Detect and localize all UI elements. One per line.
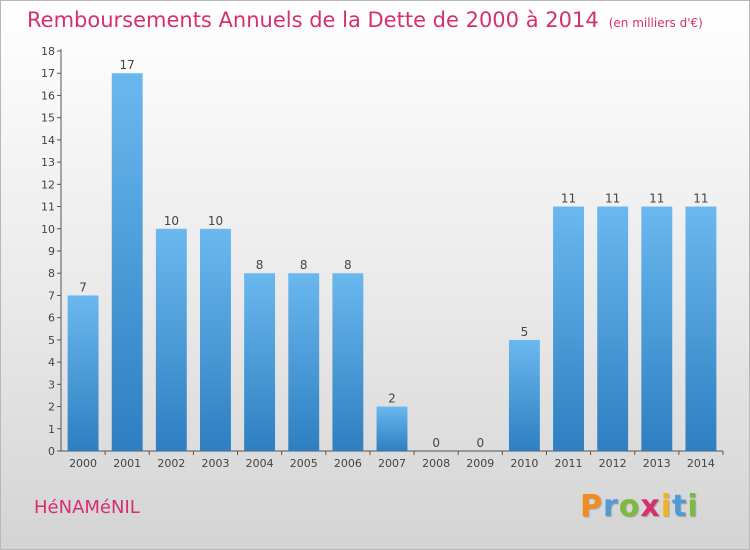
y-tick-label: 2 — [48, 401, 55, 414]
logo-letter: P — [580, 489, 603, 524]
bar — [288, 273, 320, 451]
y-tick-label: 7 — [48, 289, 55, 302]
logo-letter: o — [618, 489, 641, 524]
bar-value-label: 8 — [344, 258, 352, 272]
x-tick-label: 2010 — [510, 457, 538, 470]
bar-value-label: 10 — [208, 214, 223, 228]
bar — [200, 228, 231, 451]
y-tick-label: 18 — [41, 45, 55, 58]
bar-value-label: 11 — [693, 192, 708, 206]
bar — [641, 206, 673, 451]
x-tick-label: 2011 — [555, 457, 583, 470]
y-tick-label: 13 — [41, 156, 55, 169]
logo-letter: i — [660, 489, 673, 524]
bar-value-label: 11 — [605, 192, 620, 206]
logo-letter: r — [603, 489, 619, 524]
bar-value-label: 8 — [300, 258, 308, 272]
bar — [332, 273, 364, 451]
bar — [553, 206, 584, 451]
bar-value-label: 10 — [164, 214, 179, 228]
bar-value-label: 11 — [649, 192, 664, 206]
y-tick-label: 9 — [48, 245, 55, 258]
y-tick-label: 5 — [48, 334, 55, 347]
y-tick-label: 16 — [41, 89, 55, 102]
y-tick-label: 4 — [48, 356, 55, 369]
bar — [376, 406, 408, 451]
x-tick-label: 2005 — [290, 457, 318, 470]
bar — [244, 273, 276, 451]
y-tick-label: 14 — [41, 134, 55, 147]
bar-value-label: 11 — [561, 192, 576, 206]
bar-value-label: 0 — [432, 436, 440, 450]
bar — [155, 228, 187, 451]
logo-letter: x — [640, 489, 661, 524]
bar-value-label: 17 — [120, 58, 135, 72]
y-tick-label: 12 — [41, 178, 55, 191]
x-tick-label: 2013 — [643, 457, 671, 470]
proxiti-logo: Proxiti — [580, 489, 699, 524]
y-tick-label: 10 — [41, 223, 55, 236]
y-tick-label: 8 — [48, 267, 55, 280]
y-tick-label: 3 — [48, 378, 55, 391]
bar-value-label: 7 — [79, 280, 87, 294]
commune-name: HéNAMéNIL — [34, 497, 140, 518]
chart-unit-label: (en milliers d'€) — [608, 16, 703, 30]
logo-letter: i — [687, 489, 699, 524]
x-tick-label: 2008 — [422, 457, 450, 470]
y-tick-label: 17 — [41, 67, 55, 80]
x-tick-label: 2004 — [246, 457, 274, 470]
y-tick-label: 6 — [48, 312, 55, 325]
y-tick-label: 15 — [41, 112, 55, 125]
y-tick-label: 1 — [48, 423, 55, 436]
y-tick-label: 0 — [48, 445, 55, 458]
bar-value-label: 8 — [256, 258, 264, 272]
bar-value-label: 0 — [476, 436, 484, 450]
x-tick-label: 2014 — [687, 457, 715, 470]
bar-value-label: 2 — [388, 392, 396, 406]
x-tick-label: 2002 — [157, 457, 185, 470]
bar — [685, 206, 717, 451]
bar — [111, 73, 143, 451]
x-tick-label: 2003 — [201, 457, 229, 470]
logo-letter: t — [672, 489, 688, 524]
x-tick-label: 2006 — [334, 457, 362, 470]
chart-title: Remboursements Annuels de la Dette de 20… — [27, 8, 703, 32]
x-tick-label: 2012 — [599, 457, 627, 470]
bar-value-label: 5 — [521, 325, 529, 339]
bar — [508, 339, 540, 451]
x-tick-label: 2009 — [466, 457, 494, 470]
x-tick-label: 2001 — [113, 457, 141, 470]
x-tick-label: 2007 — [378, 457, 406, 470]
bar — [597, 206, 629, 451]
y-tick-label: 11 — [41, 201, 55, 214]
x-tick-label: 2000 — [69, 457, 97, 470]
chart-title-text: Remboursements Annuels de la Dette de 20… — [27, 8, 599, 32]
bar — [67, 295, 99, 451]
